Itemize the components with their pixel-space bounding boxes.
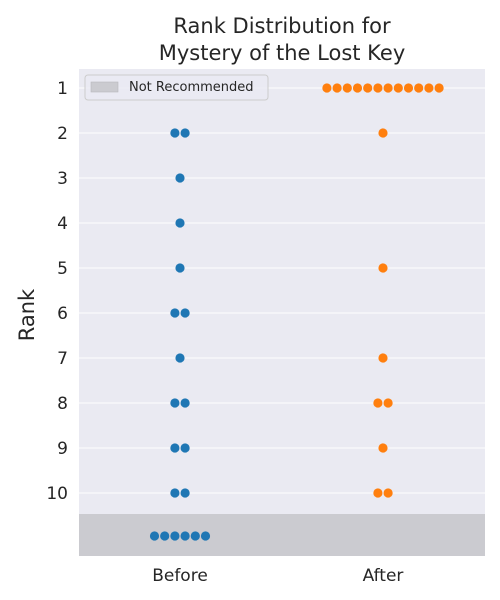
legend: Not Recommended	[84, 74, 269, 101]
data-point-before	[180, 488, 190, 498]
chart-title-line-1: Rank Distribution for	[173, 14, 391, 38]
grid-lines	[79, 87, 485, 494]
data-point-before	[175, 353, 185, 363]
y-tick-label: 3	[57, 169, 68, 189]
y-tick-label: 7	[57, 349, 68, 369]
y-tick-label: 4	[57, 214, 68, 234]
not-recommended-band	[79, 514, 485, 556]
y-tick-label: 2	[57, 124, 68, 144]
data-point-after	[373, 488, 383, 498]
data-point-before	[170, 488, 180, 498]
data-point-after	[322, 83, 332, 93]
data-points	[149, 83, 444, 541]
data-point-after	[332, 83, 342, 93]
data-point-after	[383, 488, 393, 498]
data-point-after	[383, 398, 393, 408]
data-point-after	[373, 398, 383, 408]
data-point-after	[403, 83, 414, 93]
data-point-before	[180, 398, 190, 408]
data-point-after	[383, 83, 393, 93]
data-point-after	[352, 83, 363, 93]
y-tick-label: 5	[57, 259, 68, 279]
data-point-before	[170, 398, 180, 408]
y-tick-label: 10	[46, 484, 68, 504]
data-point-before	[175, 173, 185, 183]
x-tick-label: Before	[152, 566, 208, 586]
y-axis-label: Rank	[15, 288, 39, 341]
data-point-before	[180, 443, 190, 453]
data-point-after	[393, 83, 403, 93]
chart-title-line-2: Mystery of the Lost Key	[159, 41, 406, 65]
data-point-after	[373, 83, 383, 93]
data-point-before	[180, 531, 190, 541]
legend-box	[84, 74, 269, 101]
data-point-before	[149, 531, 160, 541]
x-tick-label: After	[363, 566, 404, 586]
data-point-before	[175, 218, 185, 228]
data-point-before	[160, 531, 170, 541]
data-point-before	[200, 531, 211, 541]
data-point-before	[170, 308, 180, 318]
data-point-after	[378, 443, 388, 453]
data-point-before	[175, 263, 185, 273]
y-tick-label: 9	[57, 439, 68, 459]
y-tick-label: 8	[57, 394, 68, 414]
y-tick-labels: 1 2 3 4 5 6 7 8 9 10	[46, 79, 68, 504]
y-tick-label: 1	[57, 79, 68, 99]
data-point-after	[378, 263, 388, 273]
data-point-after	[342, 83, 352, 93]
data-point-before	[170, 443, 180, 453]
data-point-before	[190, 531, 200, 541]
data-point-after	[434, 83, 444, 93]
y-tick-label: 6	[57, 304, 68, 324]
legend-swatch-not-recommended	[90, 81, 119, 93]
data-point-after	[378, 353, 388, 363]
data-point-after	[424, 83, 434, 93]
data-point-before	[170, 128, 180, 138]
data-point-after	[378, 128, 388, 138]
data-point-after	[414, 83, 424, 93]
data-point-after	[363, 83, 373, 93]
legend-label-not-recommended: Not Recommended	[129, 80, 254, 95]
x-tick-labels: Before After	[152, 566, 403, 586]
data-point-before	[180, 308, 190, 318]
data-point-before	[180, 128, 190, 138]
data-point-before	[170, 531, 180, 541]
